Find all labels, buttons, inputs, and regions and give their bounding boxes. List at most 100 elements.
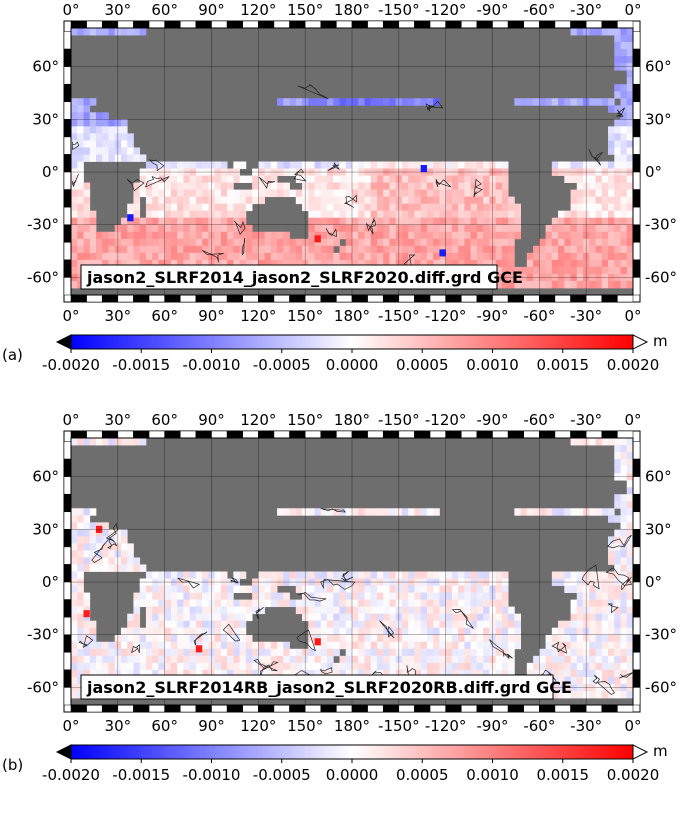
longitude-labels: 0° 0° 30° 30° 60° 60° 90° 90° 120° 120° 150° 150° 18… [62, 1, 641, 325]
colorbar-tick-label: 0.0015 [537, 356, 590, 374]
colorbar-tick-label: 0.0005 [396, 766, 449, 784]
lat-label-right: -60° [645, 268, 677, 286]
colorbar-tick-label: -0.0010 [183, 356, 241, 374]
lon-label-bottom: -150° [378, 717, 420, 735]
lon-label-bottom: -120° [425, 717, 467, 735]
lon-label-bottom: 60° [151, 307, 178, 325]
lon-label-top: 180° [334, 411, 370, 429]
contour-lines [72, 84, 625, 278]
lon-label-bottom: 0° [62, 717, 79, 735]
lon-label-top: 150° [287, 1, 323, 19]
lat-label-left: 30° [32, 520, 59, 538]
graticule [71, 28, 633, 295]
lon-label-top: 60° [151, 1, 178, 19]
colorbar-high-triangle [632, 744, 649, 760]
map-panel-1: 0° 0° 30° 30° 60° 60° 90° 90° 120° 120° 150° 150° 18… [2, 411, 677, 784]
colorbar-tick-label: -0.0010 [183, 766, 241, 784]
colorbar-tick-label: 0.0015 [537, 766, 590, 784]
colorbar-unit: m [653, 742, 668, 760]
lat-label-left: 30° [32, 110, 59, 128]
latitude-labels: 60° 60° 30° 30° 0° 0° -30° -30° -60° -60° [27, 468, 677, 697]
colorbar: -0.0020 -0.0015 -0.0010 -0.0005 0.0000 0.0005… [42, 332, 668, 374]
colorbar-tick-label: -0.0005 [253, 356, 311, 374]
lon-label-bottom: 180° [334, 717, 370, 735]
lon-label-top: 120° [240, 411, 276, 429]
lat-label-right: 30° [645, 520, 672, 538]
lat-label-right: 30° [645, 110, 672, 128]
lon-label-top: -90° [477, 1, 509, 19]
lat-label-left: 0° [42, 163, 59, 181]
lon-label-bottom: 150° [287, 717, 323, 735]
lon-label-top: 30° [105, 411, 132, 429]
panel-title: jason2_SLRF2014RB_jason2_SLRF2020RB.diff… [86, 678, 572, 697]
colorbar-tick-label: 0.0000 [326, 356, 379, 374]
colorbar-tick-label: -0.0015 [112, 766, 170, 784]
lon-label-bottom: 30° [105, 307, 132, 325]
lon-label-bottom: 0° [62, 307, 79, 325]
lat-label-left: -30° [27, 626, 59, 644]
colorbar-tick-label: 0.0000 [326, 766, 379, 784]
lon-label-bottom: 90° [198, 307, 225, 325]
lon-label-bottom: -90° [477, 717, 509, 735]
lat-label-right: 0° [645, 573, 662, 591]
lon-label-top: 150° [287, 411, 323, 429]
lon-label-bottom: 120° [240, 717, 276, 735]
lat-label-right: -60° [645, 678, 677, 696]
map-panel-0: 0° 0° 30° 30° 60° 60° 90° 90° 120° 120° 150° 150° 18… [2, 1, 677, 374]
lon-label-top: 90° [198, 411, 225, 429]
lat-label-right: 60° [645, 58, 672, 76]
lat-label-right: -30° [645, 216, 677, 234]
lon-label-top: 0° [62, 1, 79, 19]
lon-label-top: 0° [624, 411, 641, 429]
lon-label-bottom: -120° [425, 307, 467, 325]
colorbar: -0.0020 -0.0015 -0.0010 -0.0005 0.0000 0.0005… [42, 742, 668, 784]
lat-label-left: 0° [42, 573, 59, 591]
panel-title-box: jason2_SLRF2014_jason2_SLRF2020.diff.grd… [80, 264, 523, 290]
lon-label-bottom: 0° [624, 307, 641, 325]
lon-label-top: -30° [570, 411, 602, 429]
lon-label-bottom: 120° [240, 307, 276, 325]
lon-label-top: 180° [334, 1, 370, 19]
colorbar-tick-label: 0.0010 [466, 766, 519, 784]
lon-label-top: -90° [477, 411, 509, 429]
colorbar-low-triangle [55, 744, 72, 760]
lon-label-bottom: -90° [477, 307, 509, 325]
lon-label-bottom: -60° [523, 717, 555, 735]
colorbar-tick-label: 0.0010 [466, 356, 519, 374]
colorbar-tick-label: -0.0020 [42, 766, 100, 784]
latitude-labels: 60° 60° 30° 30° 0° 0° -30° -30° -60° -60° [27, 58, 677, 287]
lon-label-top: 120° [240, 1, 276, 19]
lon-label-top: 0° [624, 1, 641, 19]
lat-label-left: 60° [32, 468, 59, 486]
lat-label-right: -30° [645, 626, 677, 644]
panel-tag: (a) [2, 346, 23, 364]
lon-label-bottom: 150° [287, 307, 323, 325]
lon-label-top: -120° [425, 411, 467, 429]
lon-label-bottom: 30° [105, 717, 132, 735]
colorbar-tick-label: 0.0020 [607, 356, 660, 374]
lon-label-top: -150° [378, 1, 420, 19]
lon-label-top: -30° [570, 1, 602, 19]
lon-label-bottom: -30° [570, 717, 602, 735]
lat-label-left: 60° [32, 58, 59, 76]
panel-title: jason2_SLRF2014_jason2_SLRF2020.diff.grd… [86, 268, 523, 287]
lon-label-bottom: -150° [378, 307, 420, 325]
lon-label-top: 60° [151, 411, 178, 429]
panel-tag: (b) [2, 756, 23, 774]
lon-label-top: 30° [105, 1, 132, 19]
lon-label-top: 0° [62, 411, 79, 429]
colorbar-low-triangle [55, 334, 72, 350]
lon-label-top: -60° [523, 1, 555, 19]
lat-label-left: -60° [27, 678, 59, 696]
lon-label-bottom: -60° [523, 307, 555, 325]
lat-label-right: 60° [645, 468, 672, 486]
lon-label-bottom: 180° [334, 307, 370, 325]
lat-label-left: -60° [27, 268, 59, 286]
panel-title-box: jason2_SLRF2014RB_jason2_SLRF2020RB.diff… [80, 674, 572, 700]
longitude-labels: 0° 0° 30° 30° 60° 60° 90° 90° 120° 120° 150° 150° 18… [62, 411, 641, 735]
colorbar-unit: m [653, 332, 668, 350]
colorbar-tick-label: -0.0005 [253, 766, 311, 784]
lat-label-left: -30° [27, 216, 59, 234]
lon-label-bottom: 60° [151, 717, 178, 735]
